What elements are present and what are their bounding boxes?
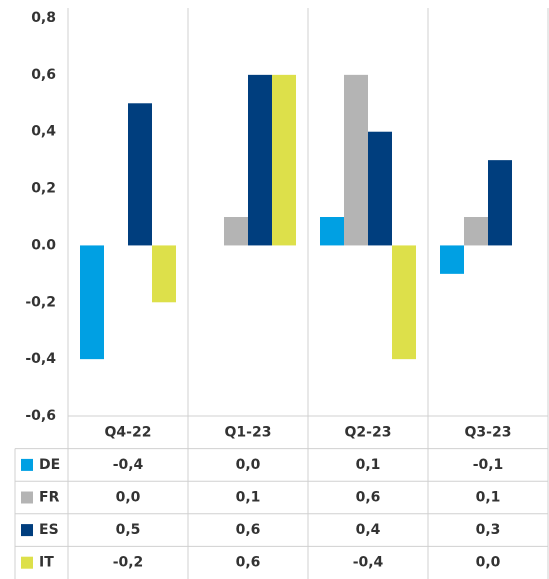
- y-tick-label: -0,4: [25, 351, 56, 367]
- legend-label: ES: [39, 522, 59, 538]
- legend-swatch: [21, 491, 33, 504]
- legend-swatch: [21, 458, 33, 471]
- table-value: 0,6: [236, 555, 261, 571]
- bar: [320, 217, 344, 246]
- legend-label: FR: [39, 490, 60, 506]
- table-value: -0,4: [113, 457, 144, 473]
- table-value: 0,0: [476, 555, 501, 571]
- y-tick-label: -0,6: [25, 408, 56, 424]
- bar: [128, 103, 152, 246]
- table-value: 0,1: [236, 490, 261, 506]
- bar: [488, 160, 512, 246]
- bar: [272, 74, 296, 246]
- x-tick-label: Q2-23: [345, 424, 392, 440]
- table-value: 0,6: [236, 522, 261, 538]
- table-value: -0,2: [113, 555, 144, 571]
- y-tick-label: 0,8: [31, 10, 56, 26]
- y-tick-label: 0.0: [31, 237, 56, 253]
- table-value: -0,1: [473, 457, 504, 473]
- x-tick-label: Q3-23: [465, 424, 512, 440]
- legend-label: DE: [39, 457, 60, 473]
- table-value: 0,1: [356, 457, 381, 473]
- legend-label: IT: [39, 555, 54, 571]
- y-tick-label: 0,4: [31, 124, 56, 140]
- bar: [368, 131, 392, 246]
- x-tick-label: Q4-22: [105, 424, 152, 440]
- y-tick-label: 0,6: [31, 67, 56, 83]
- y-tick-label: 0,2: [31, 181, 56, 197]
- table-value: -0,4: [353, 555, 384, 571]
- bar: [224, 217, 248, 246]
- table-value: 0,3: [476, 522, 501, 538]
- table-value: 0,5: [116, 522, 141, 538]
- table-value: 0,6: [356, 490, 381, 506]
- legend-swatch: [21, 556, 33, 569]
- legend-swatch: [21, 524, 33, 537]
- table-value: 0,4: [356, 522, 381, 538]
- bar: [152, 245, 176, 303]
- table-value: 0,0: [116, 490, 141, 506]
- table-value: 0,0: [236, 457, 261, 473]
- table-value: 0,1: [476, 490, 501, 506]
- bar: [392, 245, 416, 360]
- bar: [344, 74, 368, 246]
- y-tick-label: -0,2: [25, 294, 56, 310]
- bar: [464, 217, 488, 246]
- bar: [248, 74, 272, 246]
- x-tick-label: Q1-23: [225, 424, 272, 440]
- bar: [440, 245, 464, 274]
- bar: [80, 245, 104, 360]
